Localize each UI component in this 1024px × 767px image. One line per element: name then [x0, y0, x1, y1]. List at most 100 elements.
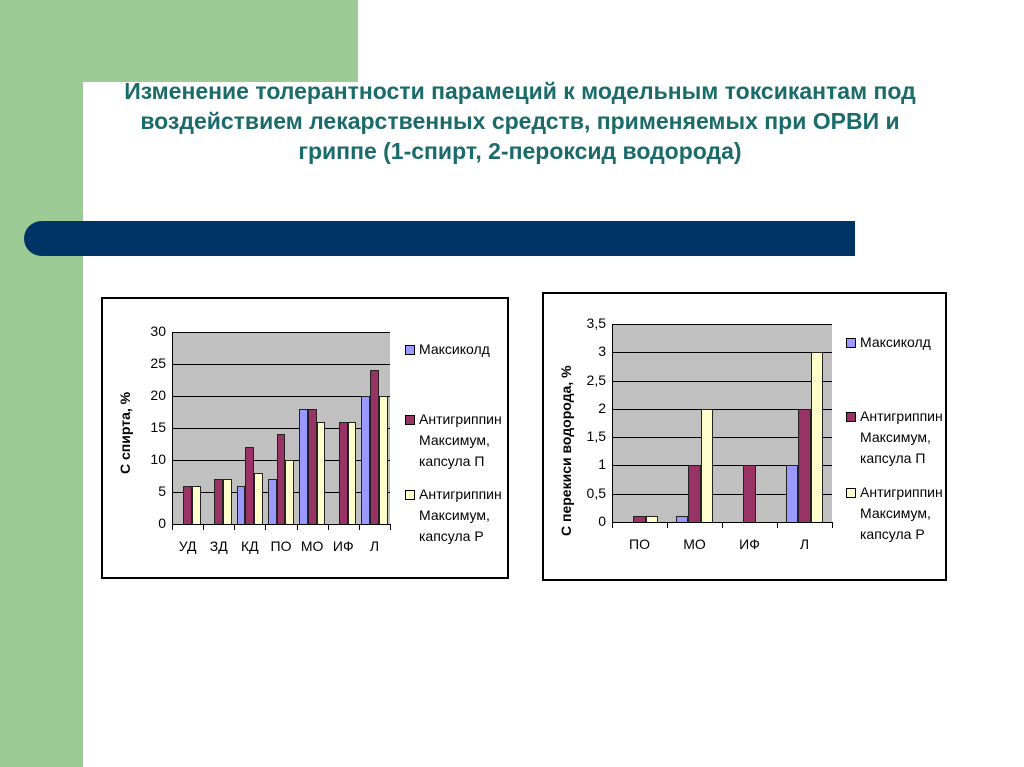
bar-МО-series0: [299, 408, 308, 524]
bar-ИФ-series1: [338, 421, 348, 524]
legend-label: Антигриппин Максимум, капсула Р: [419, 486, 502, 544]
decor-band: [24, 221, 855, 256]
bar-ПО-series2: [645, 516, 658, 522]
bar-ПО-series1: [276, 434, 286, 524]
x-tick-label: ПО: [629, 536, 650, 552]
y-tick-label: 2,5: [586, 371, 606, 388]
gridline: [612, 324, 832, 325]
x-tick-label: КД: [241, 538, 259, 554]
y-tick-label: 30: [150, 323, 166, 339]
bar-КД-series1: [245, 447, 255, 524]
chart-ethanol: 0 5 10 15 20 25 30 УД ЗД КД ПО МО ИФ Л С спирта, % Макс…: [101, 297, 509, 579]
y-tick-label: 0: [158, 515, 166, 531]
x-tick-mark: [358, 524, 360, 530]
bar-МО-series2: [700, 408, 713, 522]
x-tick-label: УД: [178, 538, 197, 554]
x-tick-mark: [390, 524, 391, 530]
gridline: [612, 408, 832, 410]
legend-swatch: [846, 338, 856, 348]
bar-ЗД-series2: [223, 479, 232, 524]
x-tick-label: ПО: [270, 538, 292, 554]
y-tick-label: 5: [158, 483, 166, 499]
chart-peroxide: 0 0,5 1 1,5 2 2,5 3 3,5 ПО МО ИФ Л С перекиси водоро…: [542, 292, 947, 581]
gridline: [172, 332, 390, 333]
y-tick-label: 2: [598, 399, 606, 416]
x-tick-label: ИФ: [332, 538, 354, 554]
bar-МО-series1: [307, 408, 317, 524]
gridline: [172, 428, 390, 429]
gridline: [612, 380, 832, 382]
bar-КД-series2: [254, 472, 263, 524]
legend-swatch: [846, 412, 856, 422]
gridline: [612, 352, 832, 354]
x-tick-mark: [172, 524, 173, 530]
gridline: [172, 364, 390, 365]
y-tick-label: 25: [150, 355, 166, 371]
legend-label: Антигриппин Максимум, капсула П: [419, 411, 502, 469]
y-tick-label: 3,5: [586, 315, 606, 331]
x-tick-mark: [667, 522, 668, 528]
legend-swatch: [405, 490, 415, 500]
y-tick-label: 20: [150, 387, 166, 403]
legend-label: Антигриппин Максимум, капсула П: [860, 408, 943, 466]
plot-area: [172, 332, 390, 524]
legend-swatch: [405, 415, 415, 425]
y-tick-label: 0,5: [586, 484, 606, 501]
bar-Л-series0: [786, 465, 799, 522]
legend-label: Максиколд: [860, 334, 931, 350]
legend-label: Антигриппин Максимум, капсула Р: [860, 484, 943, 542]
legend-item-1: Антигриппин Максимум, капсула П: [846, 406, 943, 469]
x-tick-mark: [265, 524, 267, 530]
x-tick-label: МО: [300, 538, 324, 554]
bar-МО-series1: [688, 465, 701, 522]
x-tick-mark: [722, 522, 723, 528]
bar-УД-series2: [191, 485, 201, 524]
y-axis-label: С спирта, %: [117, 391, 133, 474]
x-tick-mark: [777, 522, 778, 528]
x-tick-mark: [203, 524, 205, 530]
decor-green-side: [0, 0, 83, 767]
x-tick-label: Л: [799, 536, 810, 552]
bar-Л-series0: [361, 396, 371, 524]
gridline: [612, 465, 832, 467]
bar-Л-series1: [798, 408, 811, 522]
bar-УД-series1: [183, 485, 192, 524]
x-tick-label: Л: [369, 538, 380, 554]
bar-Л-series2: [810, 352, 823, 522]
y-tick-label: 10: [150, 451, 166, 467]
x-tick-label: ИФ: [739, 536, 760, 552]
plot-area: [612, 324, 832, 522]
slide-title: Изменение толерантности парамеций к моде…: [124, 78, 916, 164]
y-axis-line: [172, 332, 173, 524]
legend-item-2: Антигриппин Максимум, капсула Р: [846, 482, 943, 545]
bar-ЗД-series1: [214, 479, 224, 524]
x-tick-label: МО: [683, 536, 706, 552]
bar-ИФ-series2: [347, 421, 357, 524]
x-tick-mark: [327, 524, 329, 530]
gridline: [612, 493, 832, 495]
bar-ПО-series1: [633, 516, 646, 522]
y-axis-line: [612, 324, 613, 522]
y-tick-label: 0: [598, 513, 606, 529]
y-tick-label: 1,5: [586, 428, 606, 445]
y-axis-label: С перекиси водорода, %: [558, 365, 574, 536]
bar-Л-series1: [370, 370, 379, 524]
x-tick-mark: [612, 522, 613, 528]
x-tick-mark: [296, 524, 298, 530]
legend-swatch: [846, 488, 856, 498]
gridline: [172, 396, 390, 397]
legend-swatch: [405, 345, 415, 355]
gridline: [612, 437, 832, 439]
legend-label: Максиколд: [419, 341, 490, 357]
legend-item-1: Антигриппин Максимум, капсула П: [405, 409, 502, 472]
x-tick-label: ЗД: [209, 538, 228, 554]
bar-МО-series0: [676, 516, 689, 522]
y-tick-label: 3: [598, 343, 606, 360]
bar-МО-series2: [316, 421, 326, 524]
bar-Л-series2: [378, 396, 388, 524]
legend-item-2: Антигриппин Максимум, капсула Р: [405, 484, 502, 547]
x-axis-line: [172, 524, 390, 525]
legend-item-0: Максиколд: [846, 332, 931, 353]
y-tick-label: 1: [598, 456, 606, 473]
bar-ПО-series0: [267, 479, 277, 524]
